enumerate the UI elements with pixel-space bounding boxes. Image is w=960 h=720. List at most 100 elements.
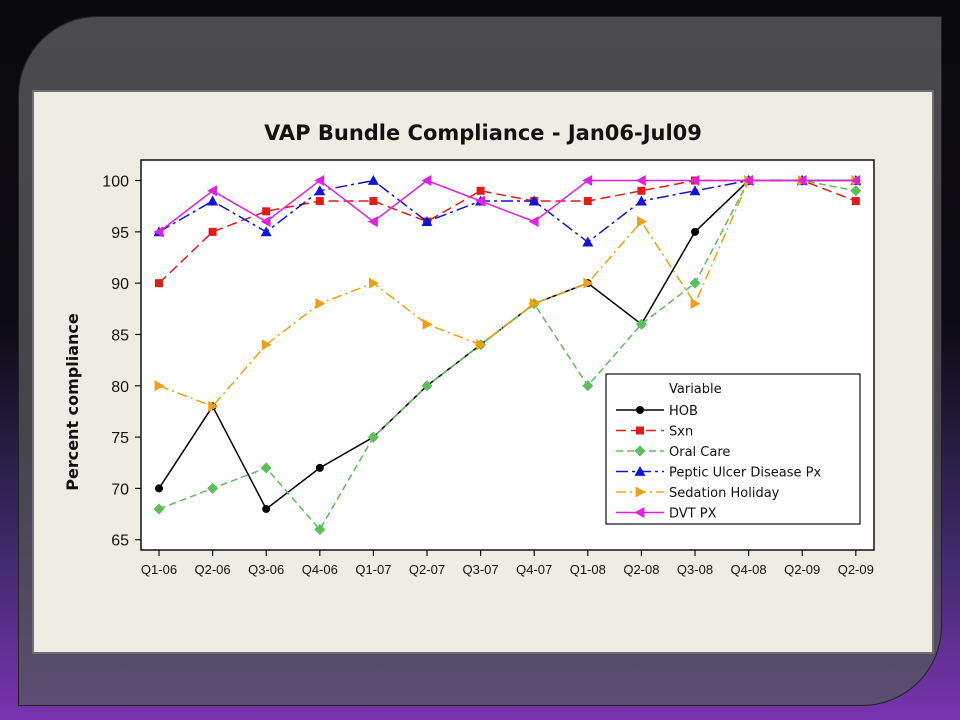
- y-tick-label: 100: [102, 174, 129, 191]
- data-point: [208, 227, 217, 236]
- data-point: [850, 175, 861, 187]
- chart-title: VAP Bundle Compliance - Jan06-Jul09: [264, 121, 702, 145]
- data-point: [690, 298, 701, 310]
- data-point: [583, 277, 594, 289]
- legend-label: HOB: [669, 404, 698, 419]
- data-point: [367, 431, 379, 443]
- data-point: [367, 175, 379, 185]
- x-axis: Q1-06 Q2-06 Q3-06 Q4-06 Q1-07 Q2-07 Q3-07 Q4-07…: [141, 550, 874, 577]
- series-line: [158, 179, 856, 244]
- data-point: [155, 279, 163, 288]
- data-point: [636, 406, 644, 414]
- data-point: [635, 195, 647, 206]
- data-point: [367, 216, 378, 228]
- data-point: [262, 207, 271, 216]
- data-point: [475, 195, 485, 207]
- data-point: [153, 226, 164, 238]
- data-point: [369, 277, 379, 289]
- legend-label: Oral Care: [669, 445, 730, 460]
- data-point: [314, 185, 326, 196]
- y-tick-label: 75: [111, 430, 129, 447]
- x-tick-label: Q3-06: [248, 562, 284, 577]
- data-point: [315, 298, 326, 310]
- data-point: [476, 186, 485, 195]
- y-axis: 65 70 75 80 85 90 95 100: [102, 174, 141, 550]
- x-tick-label: Q2-09: [838, 562, 874, 577]
- data-point: [583, 197, 592, 206]
- data-point: [207, 482, 219, 494]
- data-point: [421, 216, 433, 226]
- legend-label: Sxn: [669, 425, 693, 440]
- data-point: [260, 462, 272, 474]
- data-point: [155, 484, 163, 493]
- data-point: [207, 195, 219, 206]
- data-point: [850, 185, 862, 197]
- data-point: [260, 216, 271, 228]
- data-point: [422, 318, 433, 330]
- legend: Variable HOB Sxn Oral Care Peptic Ulcer Dis…: [605, 373, 861, 525]
- data-point: [634, 445, 646, 457]
- x-tick-label: Q1-06: [141, 562, 177, 577]
- x-tick-label: Q4-06: [302, 562, 338, 577]
- y-tick-label: 95: [111, 225, 129, 242]
- data-point: [315, 463, 324, 472]
- data-point: [153, 503, 165, 515]
- data-point: [528, 195, 540, 206]
- data-point: [796, 175, 807, 187]
- data-point: [851, 197, 860, 206]
- data-point: [207, 185, 217, 197]
- x-tick-label: Q2-08: [623, 562, 659, 577]
- data-point: [315, 197, 324, 206]
- legend-label: DVT PX: [669, 507, 717, 522]
- x-tick-label: Q4-07: [516, 562, 552, 577]
- series-line: [158, 179, 856, 233]
- line-chart: VAP Bundle Compliance - Jan06-Jul09 Perc…: [63, 121, 875, 577]
- legend-box: [605, 373, 861, 525]
- series-dvt-px: [153, 175, 861, 238]
- data-point: [262, 504, 271, 513]
- data-point: [421, 380, 433, 392]
- data-point: [635, 486, 646, 498]
- x-tick-label: Q2-06: [195, 562, 231, 577]
- data-point: [582, 380, 594, 392]
- x-tick-label: Q2-07: [409, 562, 445, 577]
- x-tick-label: Q1-08: [570, 562, 606, 577]
- chart-panel: VAP Bundle Compliance - Jan06-Jul09 Perc…: [32, 90, 934, 654]
- y-axis-label: Percent compliance: [63, 313, 82, 491]
- x-tick-label: Q2-09: [784, 562, 820, 577]
- data-point: [634, 507, 645, 518]
- x-tick-label: Q3-07: [463, 562, 499, 577]
- data-point: [369, 197, 378, 206]
- legend-label: Sedation Holiday: [669, 486, 780, 501]
- data-point: [154, 380, 165, 392]
- series-sedation-holiday: [154, 175, 862, 412]
- data-point: [637, 216, 647, 228]
- data-point: [314, 523, 326, 535]
- data-point: [529, 298, 540, 310]
- x-tick-label: Q4-08: [731, 562, 767, 577]
- data-point: [582, 236, 594, 247]
- series-line: [158, 179, 856, 408]
- data-point: [261, 339, 272, 351]
- y-tick-label: 65: [111, 533, 129, 550]
- series-layer: [153, 175, 862, 535]
- y-tick-label: 80: [111, 379, 129, 396]
- data-point: [637, 186, 646, 195]
- data-point: [689, 185, 701, 196]
- data-point: [208, 400, 219, 412]
- data-point: [260, 226, 272, 237]
- legend-label: Peptic Ulcer Disease Px: [669, 466, 821, 481]
- data-point: [634, 466, 646, 476]
- data-point: [691, 227, 699, 236]
- data-point: [476, 339, 487, 351]
- data-point: [689, 175, 700, 187]
- data-point: [314, 175, 325, 187]
- data-point: [636, 426, 644, 435]
- x-tick-label: Q3-08: [677, 562, 713, 577]
- legend-title: Variable: [669, 382, 722, 397]
- x-tick-label: Q1-07: [355, 562, 391, 577]
- data-point: [421, 175, 432, 187]
- y-tick-label: 70: [111, 481, 129, 498]
- data-point: [635, 318, 647, 330]
- data-point: [743, 175, 753, 187]
